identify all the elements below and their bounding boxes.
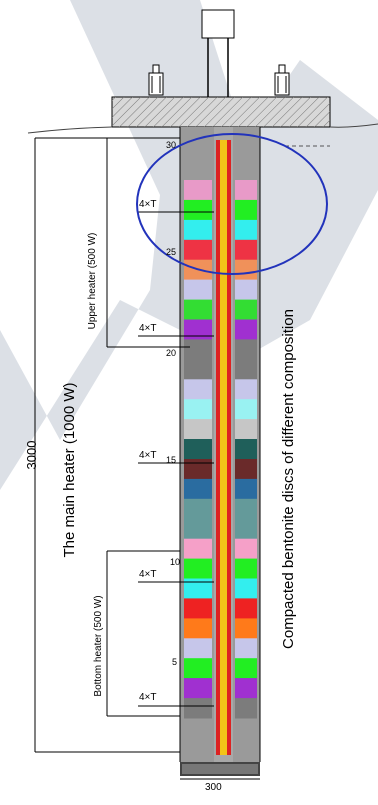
bentonite-disc bbox=[184, 439, 212, 460]
sensor-label: 4×T bbox=[139, 569, 157, 580]
bentonite-disc bbox=[184, 359, 212, 380]
bentonite-disc bbox=[184, 339, 212, 360]
bentonite-disc bbox=[184, 180, 212, 201]
bentonite-disc bbox=[235, 538, 257, 560]
bentonite-disc bbox=[235, 219, 257, 241]
bentonite-disc bbox=[235, 598, 257, 619]
disc-number-5: 5 bbox=[172, 657, 178, 667]
bentonite-disc bbox=[235, 518, 257, 540]
bentonite-disc bbox=[184, 678, 212, 699]
bentonite-disc bbox=[235, 678, 257, 699]
sensor-label: 4×T bbox=[139, 199, 157, 210]
bentonite-disc bbox=[235, 419, 257, 440]
disc-number-30: 30 bbox=[166, 140, 177, 150]
disc-number-25: 25 bbox=[166, 247, 177, 257]
bentonite-disc bbox=[235, 299, 257, 320]
heater-red-right bbox=[227, 140, 231, 755]
heater-red-left bbox=[216, 140, 220, 755]
bentonite-disc bbox=[235, 478, 257, 500]
bentonite-disc bbox=[235, 578, 257, 599]
bentonite-disc bbox=[184, 698, 212, 719]
bentonite-disc bbox=[235, 698, 257, 719]
bentonite-disc bbox=[184, 638, 212, 659]
bentonite-disc bbox=[235, 180, 257, 201]
bentonite-label: Compacted bentonite discs of different c… bbox=[280, 309, 297, 649]
bentonite-disc bbox=[184, 618, 212, 639]
sensor-label: 4×T bbox=[139, 692, 157, 703]
bentonite-disc bbox=[235, 379, 257, 400]
upper-heater-label: Upper heater (500 W) bbox=[87, 232, 98, 330]
bentonite-disc bbox=[184, 538, 212, 560]
bentonite-disc bbox=[184, 578, 212, 599]
bentonite-disc bbox=[184, 598, 212, 619]
right-bolt bbox=[274, 64, 290, 96]
bentonite-disc bbox=[235, 399, 257, 420]
bentonite-disc bbox=[184, 379, 212, 400]
bentonite-disc bbox=[235, 658, 257, 679]
bentonite-disc bbox=[235, 638, 257, 659]
bentonite-discs bbox=[184, 180, 257, 719]
bentonite-disc bbox=[235, 498, 257, 520]
disc-number-15: 15 bbox=[166, 455, 177, 465]
bentonite-disc bbox=[184, 199, 212, 221]
bentonite-disc bbox=[235, 319, 257, 340]
bentonite-disc bbox=[235, 359, 257, 380]
bentonite-disc bbox=[235, 558, 257, 579]
top-shaft bbox=[201, 9, 235, 39]
bentonite-disc bbox=[235, 618, 257, 639]
bentonite-disc bbox=[184, 299, 212, 320]
bentonite-disc bbox=[235, 259, 257, 281]
bentonite-disc bbox=[184, 498, 212, 520]
bentonite-disc bbox=[235, 279, 257, 300]
bentonite-disc bbox=[235, 199, 257, 221]
bentonite-disc bbox=[184, 279, 212, 300]
bentonite-disc bbox=[184, 219, 212, 241]
bentonite-disc bbox=[184, 459, 212, 480]
bentonite-disc bbox=[184, 658, 212, 679]
bentonite-disc bbox=[235, 439, 257, 460]
highlight-circle bbox=[136, 133, 328, 275]
bentonite-disc bbox=[235, 239, 257, 261]
bentonite-disc bbox=[184, 399, 212, 420]
sensor-label: 4×T bbox=[139, 323, 157, 334]
bentonite-disc bbox=[184, 518, 212, 540]
bentonite-disc bbox=[235, 339, 257, 360]
bentonite-disc bbox=[184, 558, 212, 579]
bentonite-disc bbox=[235, 459, 257, 480]
disc-number-20: 20 bbox=[166, 348, 177, 358]
bentonite-disc bbox=[184, 239, 212, 261]
bentonite-disc bbox=[184, 319, 212, 340]
dimension-height-label: 3000 bbox=[24, 440, 39, 470]
disc-number-10: 10 bbox=[170, 557, 181, 567]
left-bolt bbox=[148, 64, 164, 96]
bottom-heater-label: Bottom heater (500 W) bbox=[93, 595, 104, 697]
main-heater-label: The main heater (1000 W) bbox=[61, 382, 78, 558]
sensor-label: 4×T bbox=[139, 450, 157, 461]
dimension-width-label: 300 bbox=[205, 782, 222, 793]
bentonite-disc bbox=[184, 419, 212, 440]
bentonite-disc bbox=[184, 478, 212, 500]
